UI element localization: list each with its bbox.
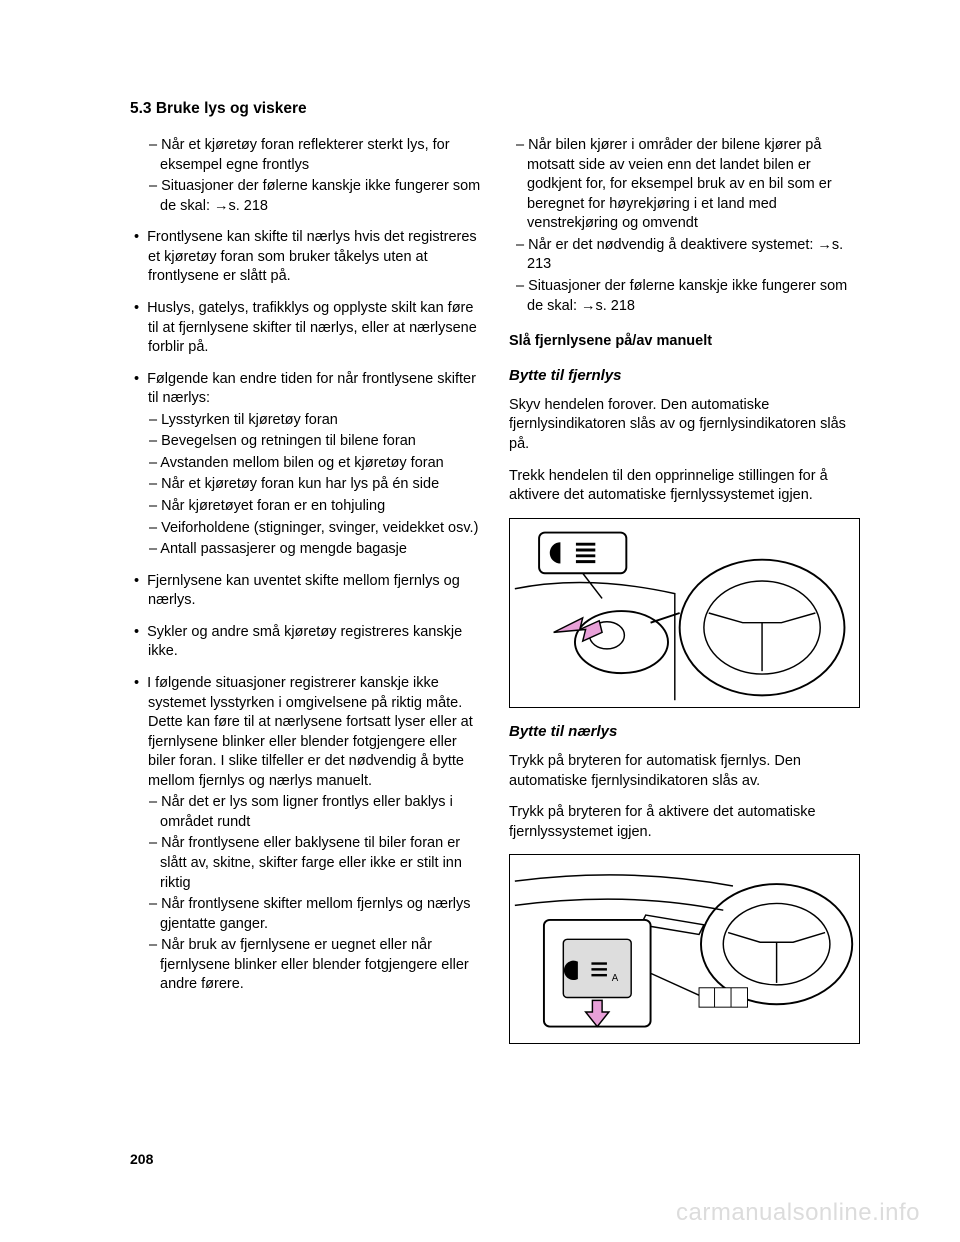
section-header: 5.3 Bruke lys og viskere <box>130 100 860 118</box>
page-content: 5.3 Bruke lys og viskere – Når et kjøret… <box>0 0 960 1112</box>
list-sub-item: – Når bruk av fjernlysene er uegnet elle… <box>130 936 481 995</box>
lever-diagram-icon <box>510 519 859 707</box>
bullet-item: Huslys, gatelys, trafikklys og opplyste … <box>130 299 481 358</box>
sub-heading: Slå fjernlysene på/av manuelt <box>509 332 860 352</box>
list-sub-item: – Når bilen kjører i områder der bilene … <box>509 136 860 234</box>
paragraph: Trykk på bryteren for automatisk fjernly… <box>509 752 860 791</box>
list-sub-item: – Lysstyrken til kjøretøy foran <box>130 411 481 431</box>
two-column-layout: – Når et kjøretøy foran reflekterer ster… <box>130 136 860 1052</box>
list-sub-item: – Situasjoner der følerne kanskje ikke f… <box>509 277 860 316</box>
svg-text:A: A <box>612 973 619 984</box>
list-sub-item: – Veiforholdene (stigninger, svinger, ve… <box>130 519 481 539</box>
list-sub-item: – Avstanden mellom bilen og et kjøretøy … <box>130 454 481 474</box>
button-illustration: A <box>509 854 860 1044</box>
list-sub-item: – Når frontlysene eller baklysene til bi… <box>130 834 481 893</box>
list-sub-item: – Når frontlysene skifter mellom fjernly… <box>130 895 481 934</box>
bullet-item: Fjernlysene kan uventet skifte mellom fj… <box>130 572 481 611</box>
paragraph: Trykk på bryteren for å aktivere det aut… <box>509 803 860 842</box>
list-sub-item: – Når et kjøretøy foran reflekterer ster… <box>130 136 481 175</box>
bullet-item: I følgende situasjoner registrerer kansk… <box>130 674 481 791</box>
list-sub-item: – Bevegelsen og retningen til bilene for… <box>130 432 481 452</box>
bullet-item: Frontlysene kan skifte til nærlys hvis d… <box>130 228 481 287</box>
button-diagram-icon: A <box>510 855 859 1043</box>
right-column: – Når bilen kjører i områder der bilene … <box>509 136 860 1052</box>
sub-heading-italic: Bytte til nærlys <box>509 722 860 742</box>
paragraph: Trekk hendelen til den opprinnelige stil… <box>509 467 860 506</box>
page-number: 208 <box>130 1151 153 1167</box>
bullet-item: Sykler og andre små kjøretøy registreres… <box>130 623 481 662</box>
watermark: carmanualsonline.info <box>676 1199 920 1227</box>
list-sub-item: – Når et kjøretøy foran kun har lys på é… <box>130 475 481 495</box>
sub-heading-italic: Bytte til fjernlys <box>509 366 860 386</box>
list-sub-item: – Antall passasjerer og mengde bagasje <box>130 540 481 560</box>
left-column: – Når et kjøretøy foran reflekterer ster… <box>130 136 481 1052</box>
list-sub-item: – Når er det nødvendig å deaktivere syst… <box>509 236 860 275</box>
lever-illustration <box>509 518 860 708</box>
list-sub-item: – Når kjøretøyet foran er en tohjuling <box>130 497 481 517</box>
list-sub-item: – Situasjoner der følerne kanskje ikke f… <box>130 177 481 216</box>
paragraph: Skyv hendelen forover. Den automatiske f… <box>509 396 860 455</box>
list-sub-item: – Når det er lys som ligner frontlys ell… <box>130 793 481 832</box>
bullet-item: Følgende kan endre tiden for når frontly… <box>130 370 481 409</box>
